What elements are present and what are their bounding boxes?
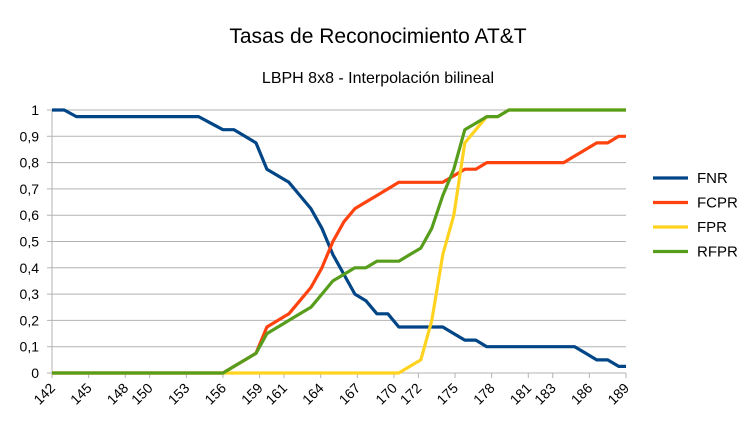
y-tick-label: 0,5 [20, 234, 40, 250]
x-tick-label: 181 [507, 380, 535, 408]
x-tick-label: 170 [372, 380, 400, 408]
y-tick-label: 0,6 [20, 207, 40, 223]
series-line-fcpr [52, 134, 626, 375]
y-tick-label: 0,2 [20, 312, 40, 328]
x-tick-label: 167 [336, 380, 364, 408]
legend-label-fcpr: FCPR [697, 195, 738, 212]
x-tick-label: 178 [470, 380, 498, 408]
legend-label-fnr: FNR [697, 170, 728, 187]
series-line-rfpr [52, 108, 626, 375]
x-tick-label: 148 [104, 380, 132, 408]
x-tick-label: 150 [128, 380, 156, 408]
x-tick-label: 186 [568, 380, 596, 408]
chart-title: Tasas de Reconocimiento AT&T [229, 25, 526, 48]
grid-lines [47, 109, 627, 378]
series-lines [52, 108, 626, 375]
y-tick-label: 0 [31, 365, 39, 381]
y-axis-ticks: 0 0,1 0,2 0,3 0,4 0,5 0,6 0,7 0,8 0,9 1 [20, 102, 40, 381]
x-tick-label: 153 [165, 380, 193, 408]
x-tick-label: 159 [238, 380, 266, 408]
y-tick-label: 0,1 [20, 339, 40, 355]
legend-label-fpr: FPR [697, 219, 727, 236]
x-tick-label: 172 [397, 380, 425, 408]
y-tick-label: 1 [31, 102, 39, 118]
x-tick-label: 189 [604, 380, 632, 408]
series-line-fnr [52, 108, 626, 368]
x-tick-label: 145 [67, 380, 95, 408]
x-tick-label: 164 [299, 380, 327, 408]
x-tick-label: 156 [201, 380, 229, 408]
legend: FNR FCPR FPR RFPR [653, 170, 738, 261]
x-tick-label: 142 [30, 380, 58, 408]
x-tick-label: 175 [433, 380, 461, 408]
y-tick-label: 0,9 [20, 128, 40, 144]
y-tick-label: 0,7 [20, 181, 40, 197]
y-tick-label: 0,3 [20, 286, 40, 302]
legend-label-rfpr: RFPR [697, 244, 738, 261]
x-tick-label: 183 [531, 380, 559, 408]
x-tick-label: 161 [262, 380, 290, 408]
chart-subtitle: LBPH 8x8 - Interpolación bilineal [262, 70, 494, 87]
y-tick-label: 0,8 [20, 155, 40, 171]
y-tick-label: 0,4 [20, 260, 40, 276]
